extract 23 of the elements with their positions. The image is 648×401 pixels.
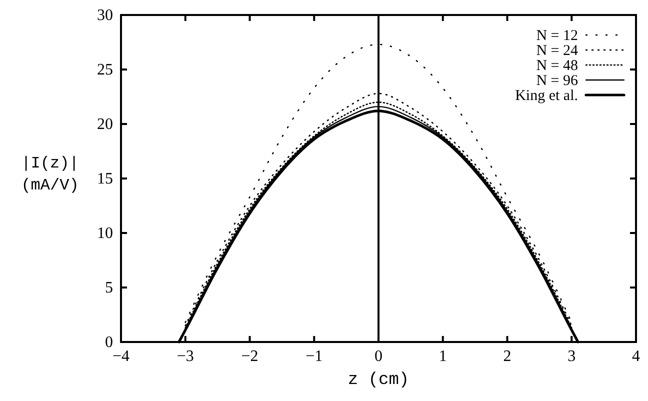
x-tick-label: 4	[632, 348, 640, 365]
x-tick-label: −3	[176, 348, 194, 365]
x-tick-label: −4	[112, 348, 130, 365]
legend-label: N = 96	[536, 73, 578, 89]
y-tick-label: 0	[105, 334, 113, 351]
y-tick-label: 30	[97, 7, 113, 24]
y-tick-label: 5	[105, 280, 113, 296]
x-tick-label: −2	[241, 348, 258, 365]
x-axis-title: z (cm)	[348, 371, 410, 390]
legend-label: N = 48	[536, 58, 578, 74]
y-tick-label: 20	[97, 116, 113, 133]
y-axis-title: |I(z)| (mA/V)	[21, 154, 79, 194]
x-tick-label: 1	[438, 348, 447, 365]
x-tick-label: 0	[374, 348, 382, 365]
legend-label: N = 12	[536, 28, 578, 44]
legend-label: King et al.	[515, 88, 578, 104]
x-tick-label: 3	[568, 348, 576, 365]
y-tick-label: 25	[97, 62, 113, 78]
x-tick-label: 2	[503, 348, 512, 365]
y-tick-label: 15	[97, 170, 113, 188]
x-tick-label: −1	[306, 348, 323, 365]
y-tick-label: 10	[97, 225, 113, 242]
legend-label: N = 24	[536, 43, 578, 59]
